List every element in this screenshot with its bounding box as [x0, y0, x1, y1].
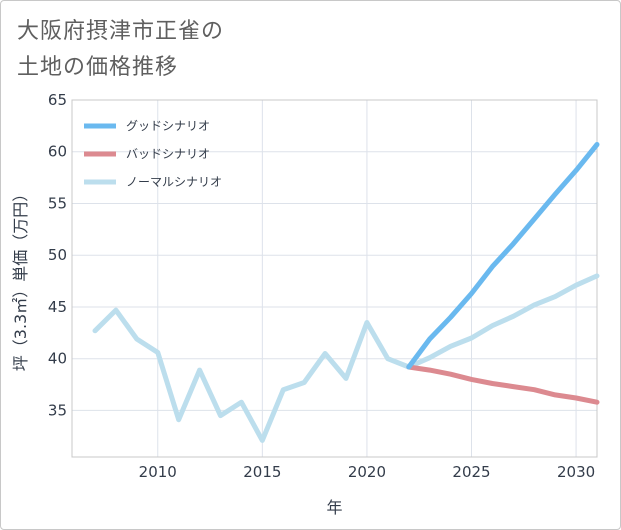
tick-labels: 2010 2015 2020 2025 2030 35 40 45 50 55 60 65	[48, 91, 595, 481]
x-tick-label: 2025	[452, 463, 490, 481]
legend-label-0: グッドシナリオ	[126, 119, 210, 133]
y-axis-title: 坪（3.3㎡）単価（万円）	[11, 186, 30, 371]
x-axis-title: 年	[326, 498, 342, 517]
x-tick-label: 2020	[348, 463, 386, 481]
chart-title: 大阪府摂津市正雀の 土地の価格推移	[17, 14, 224, 86]
series-layer	[92, 142, 600, 443]
y-tick-label: 35	[48, 401, 67, 419]
y-tick-label: 65	[48, 91, 67, 109]
y-tick-label: 55	[48, 194, 67, 212]
chart-title-line-1: 大阪府摂津市正雀の	[17, 19, 225, 44]
series-line-1	[406, 364, 600, 405]
x-tick-label: 2030	[557, 463, 595, 481]
legend-label-2: ノーマルシナリオ	[126, 175, 222, 189]
x-tick-label: 2015	[243, 463, 281, 481]
series-line-2	[92, 273, 600, 443]
x-tick-label: 2010	[139, 463, 177, 481]
chart-title-line-2: 土地の価格推移	[17, 55, 179, 80]
series-line-0	[406, 142, 600, 370]
y-tick-label: 60	[48, 143, 67, 161]
legend-label-1: バッドシナリオ	[126, 147, 210, 161]
y-tick-label: 50	[48, 246, 67, 264]
y-tick-label: 45	[48, 298, 67, 316]
y-tick-label: 40	[48, 350, 67, 368]
